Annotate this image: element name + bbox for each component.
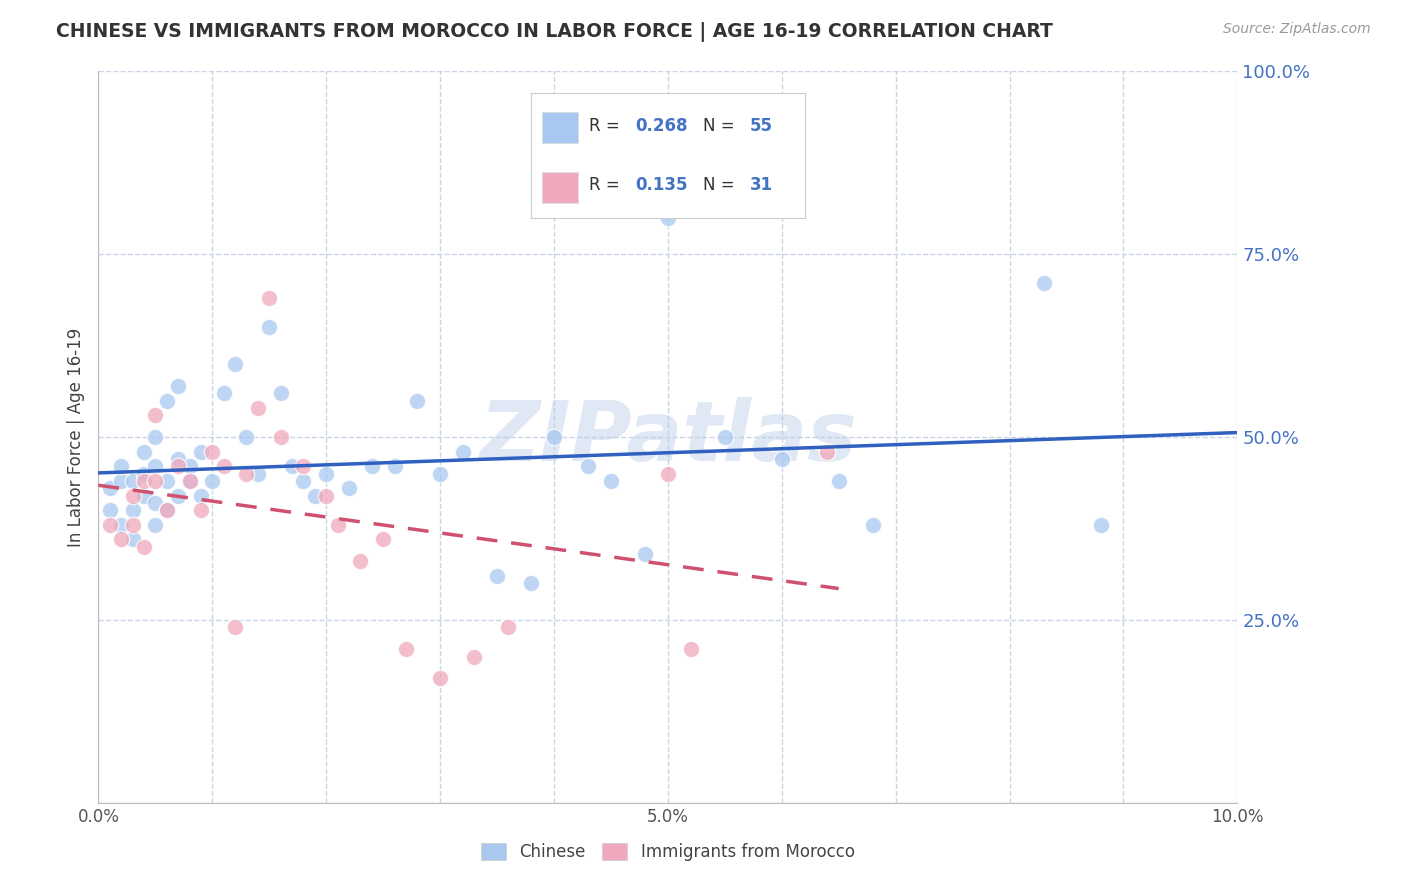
Point xyxy=(156,503,179,517)
Text: ZIPatlas: ZIPatlas xyxy=(479,397,856,477)
Point xyxy=(110,533,132,547)
Point xyxy=(145,496,167,510)
Point xyxy=(815,444,838,458)
Point xyxy=(270,386,292,401)
Point xyxy=(156,393,179,408)
Point xyxy=(98,481,121,495)
Point xyxy=(132,540,155,554)
Point xyxy=(110,517,132,532)
Point xyxy=(326,517,349,532)
Point xyxy=(657,211,679,225)
Point xyxy=(634,547,657,561)
Point xyxy=(600,474,623,488)
Point xyxy=(98,517,121,532)
Point xyxy=(224,620,246,634)
Point xyxy=(132,444,155,458)
Point xyxy=(1032,277,1054,291)
Point xyxy=(167,489,190,503)
Point xyxy=(132,467,155,481)
Point xyxy=(246,467,269,481)
Point xyxy=(373,533,395,547)
Point xyxy=(281,459,304,474)
Point xyxy=(145,517,167,532)
Point xyxy=(259,291,281,305)
Point xyxy=(259,320,281,334)
Y-axis label: In Labor Force | Age 16-19: In Labor Force | Age 16-19 xyxy=(66,327,84,547)
Point xyxy=(156,503,179,517)
Point xyxy=(576,459,599,474)
Point xyxy=(190,503,212,517)
Point xyxy=(498,620,520,634)
Point xyxy=(292,474,315,488)
Point xyxy=(212,386,235,401)
Point xyxy=(121,517,143,532)
Point xyxy=(145,408,167,422)
Point xyxy=(520,576,543,591)
Point xyxy=(132,489,155,503)
Point xyxy=(98,503,121,517)
Point xyxy=(167,452,190,467)
Point xyxy=(201,474,224,488)
Point xyxy=(121,474,143,488)
Point xyxy=(384,459,406,474)
Point xyxy=(463,649,485,664)
Point xyxy=(360,459,382,474)
Point xyxy=(337,481,360,495)
Point xyxy=(406,393,429,408)
Point xyxy=(179,474,201,488)
Text: CHINESE VS IMMIGRANTS FROM MOROCCO IN LABOR FORCE | AGE 16-19 CORRELATION CHART: CHINESE VS IMMIGRANTS FROM MOROCCO IN LA… xyxy=(56,22,1053,42)
Point xyxy=(110,474,132,488)
Point xyxy=(486,569,509,583)
Point xyxy=(235,467,257,481)
Point xyxy=(315,467,337,481)
Point xyxy=(145,474,167,488)
Point xyxy=(190,489,212,503)
Point xyxy=(132,474,155,488)
Point xyxy=(828,474,851,488)
Point xyxy=(679,642,702,657)
Point xyxy=(657,467,679,481)
Point xyxy=(110,459,132,474)
Point xyxy=(145,459,167,474)
Point xyxy=(770,452,793,467)
Point xyxy=(543,430,565,444)
Point xyxy=(714,430,737,444)
Point xyxy=(212,459,235,474)
Point xyxy=(179,459,201,474)
Point xyxy=(292,459,315,474)
Point xyxy=(179,474,201,488)
Point xyxy=(235,430,257,444)
Point xyxy=(121,533,143,547)
Point xyxy=(270,430,292,444)
Point xyxy=(429,467,451,481)
Point xyxy=(315,489,337,503)
Point xyxy=(121,489,143,503)
Point xyxy=(246,401,269,415)
Point xyxy=(167,459,190,474)
Point xyxy=(1090,517,1112,532)
Point xyxy=(224,357,246,371)
Point xyxy=(156,474,179,488)
Point xyxy=(395,642,418,657)
Text: Source: ZipAtlas.com: Source: ZipAtlas.com xyxy=(1223,22,1371,37)
Point xyxy=(862,517,884,532)
Point xyxy=(429,672,451,686)
Point xyxy=(121,503,143,517)
Point xyxy=(349,554,371,568)
Point xyxy=(145,430,167,444)
Point xyxy=(190,444,212,458)
Point xyxy=(304,489,326,503)
Legend: Chinese, Immigrants from Morocco: Chinese, Immigrants from Morocco xyxy=(474,836,862,868)
Point xyxy=(167,379,190,393)
Point xyxy=(451,444,474,458)
Point xyxy=(201,444,224,458)
